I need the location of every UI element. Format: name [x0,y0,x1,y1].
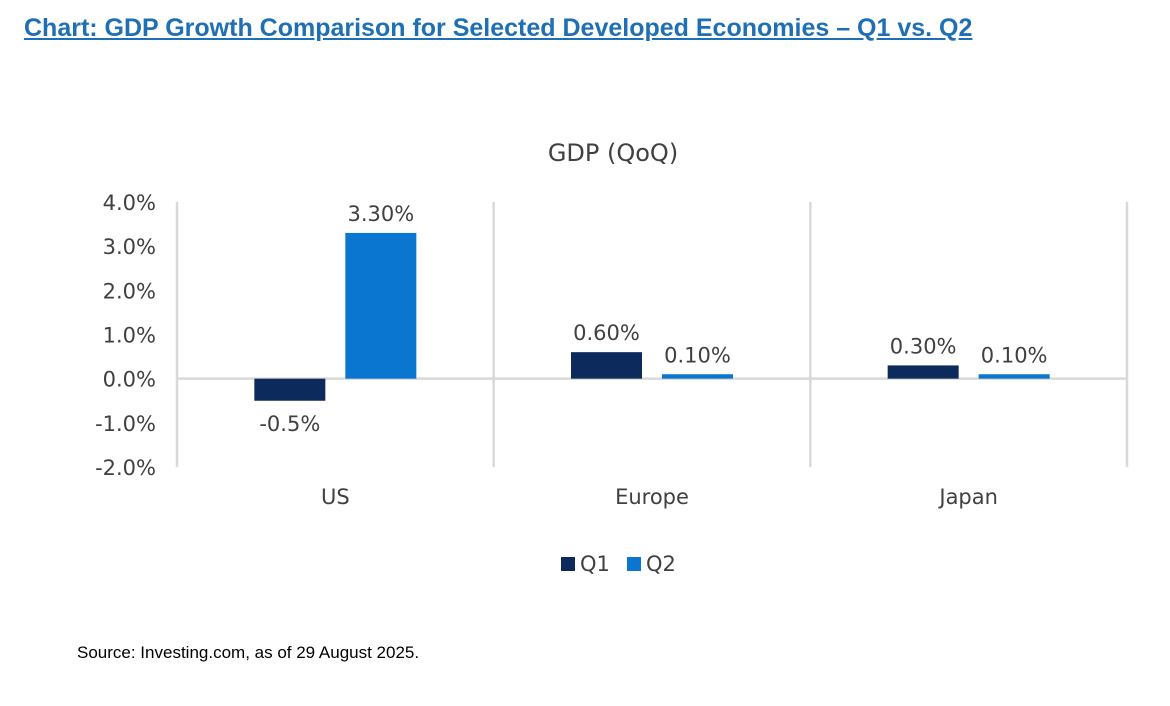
data-labels: -0.5% 3.30% 0.60% 0.10% 0.30% 0.10% [259,202,1047,436]
y-tick-label: 3.0% [103,235,156,259]
y-tick-label: -2.0% [95,456,156,480]
y-axis-tick-labels: 4.0% 3.0% 2.0% 1.0% 0.0% -1.0% -2.0% [95,191,156,480]
x-category-label: US [321,485,350,509]
x-category-label: Japan [937,485,998,509]
y-tick-label: 2.0% [103,279,156,303]
y-tick-label: 1.0% [103,324,156,348]
bar-q2-japan [978,374,1050,379]
x-axis-category-labels: US Europe Japan [321,485,998,509]
y-tick-label: 0.0% [103,368,156,392]
bar-q2-us [345,232,417,379]
y-tick-label: -1.0% [95,412,156,436]
legend-label-q1: Q1 [580,552,610,576]
legend-swatch-q2 [627,557,641,571]
source-note: Source: Investing.com, as of 29 August 2… [77,643,420,662]
data-label: 0.60% [573,321,640,345]
legend-swatch-q1 [561,557,575,571]
bar-q2-europe [662,374,733,379]
bars [254,232,1050,401]
bar-q1-us [254,378,326,401]
y-tick-label: 4.0% [103,191,156,215]
data-label: 3.30% [347,202,414,226]
grid-lines [175,202,1129,467]
chart-title: GDP (QoQ) [548,139,678,167]
bar-q1-europe [571,352,642,379]
x-category-label: Europe [615,485,689,509]
data-label: 0.10% [664,343,731,367]
data-label: 0.10% [981,343,1048,367]
page-title[interactable]: Chart: GDP Growth Comparison for Selecte… [24,14,973,42]
legend-label-q2: Q2 [646,552,676,576]
bar-q1-japan [887,365,959,379]
data-label: -0.5% [259,412,320,436]
legend: Q1 Q2 [561,552,676,576]
data-label: 0.30% [890,334,957,358]
